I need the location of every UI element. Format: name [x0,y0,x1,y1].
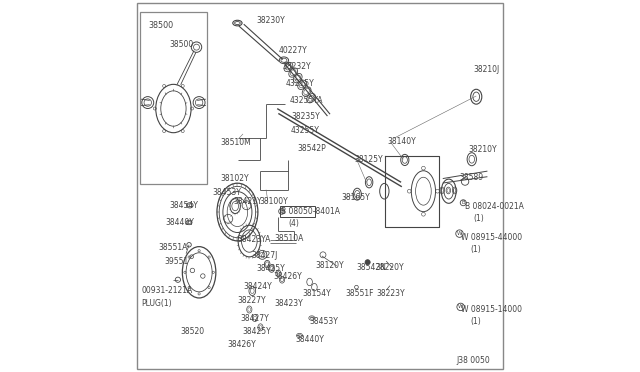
Text: W: W [457,231,462,236]
Bar [280,206,315,217]
Bar [140,12,207,184]
Text: 38426Y: 38426Y [227,340,256,349]
Text: 38425Y: 38425Y [243,327,271,336]
Text: 38423YA: 38423YA [237,235,271,244]
Text: 38230Y: 38230Y [257,16,285,25]
Text: 39551: 39551 [164,257,189,266]
Text: 38232Y: 38232Y [283,62,312,71]
Text: 38154Y: 38154Y [302,289,331,298]
Text: 43255Y: 43255Y [291,126,320,135]
Text: 38440Y: 38440Y [296,335,324,344]
Text: 38120Y: 38120Y [316,262,344,270]
Text: B: B [461,200,465,205]
Circle shape [365,260,370,265]
Text: 38510A: 38510A [275,234,304,243]
Text: 38125Y: 38125Y [354,155,383,164]
Text: 38426Y: 38426Y [273,272,302,280]
Text: 38500: 38500 [170,40,193,49]
Text: B: B [280,209,284,214]
Text: 38421Y: 38421Y [234,197,262,206]
Text: 38425Y: 38425Y [257,264,285,273]
Text: 38102Y: 38102Y [220,174,249,183]
Text: 38454Y: 38454Y [170,201,198,210]
Text: 38227Y: 38227Y [237,296,266,305]
Text: 38551F: 38551F [346,289,374,298]
Text: J38 0050: J38 0050 [456,356,490,365]
Text: 38589: 38589 [460,173,484,182]
Text: 38453Y: 38453Y [212,188,241,197]
Text: 38453Y: 38453Y [310,317,339,326]
Text: (1): (1) [470,317,481,326]
Text: W 08915-44000: W 08915-44000 [461,233,522,242]
Text: 38510M: 38510M [220,138,251,147]
Text: 38424Y: 38424Y [244,282,273,291]
Text: 43255YA: 43255YA [289,96,323,105]
Text: 38235Y: 38235Y [291,112,320,121]
Text: 38427Y: 38427Y [240,314,269,323]
Text: 38520: 38520 [180,327,205,336]
Text: B 08050-8401A: B 08050-8401A [281,207,340,216]
Text: W: W [458,304,463,310]
Text: PLUG(1): PLUG(1) [141,299,172,308]
Text: 38551A: 38551A [158,243,188,252]
Text: 38427J: 38427J [251,251,278,260]
Text: 38423Y: 38423Y [275,299,303,308]
Text: 38500: 38500 [149,21,174,30]
Text: (4): (4) [289,219,300,228]
Text: 38220Y: 38220Y [375,263,404,272]
Text: 00931-2121A: 00931-2121A [141,286,193,295]
Text: 38542P: 38542P [297,144,326,153]
Text: 38210Y: 38210Y [468,145,497,154]
Text: 38223Y: 38223Y [376,289,405,298]
Text: (1): (1) [473,214,484,223]
Text: 43215Y: 43215Y [286,79,314,88]
Text: W 08915-14000: W 08915-14000 [461,305,522,314]
Text: 38165Y: 38165Y [342,193,371,202]
Text: 40227Y: 40227Y [279,46,308,55]
Text: 38100Y: 38100Y [260,197,289,206]
Text: 38210J: 38210J [473,65,499,74]
Text: 38542N: 38542N [356,263,387,272]
Text: 38440Y: 38440Y [166,218,195,227]
Text: (1): (1) [470,246,481,254]
Text: 38140Y: 38140Y [387,137,416,146]
Text: B 08024-0021A: B 08024-0021A [465,202,524,211]
